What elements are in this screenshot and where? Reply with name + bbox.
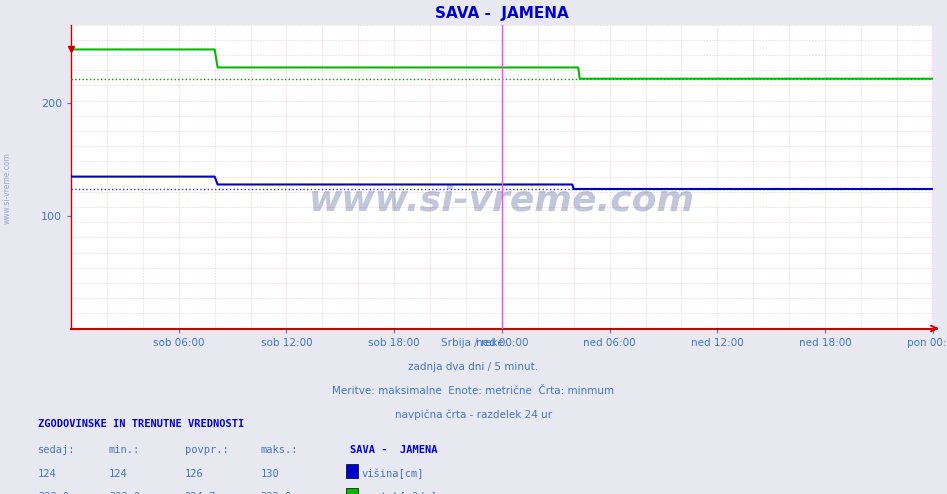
- Text: www.si-vreme.com: www.si-vreme.com: [309, 184, 695, 218]
- Text: 222.0: 222.0: [38, 493, 69, 494]
- Text: sedaj:: sedaj:: [38, 445, 76, 455]
- Text: 124: 124: [109, 469, 128, 479]
- Text: povpr.:: povpr.:: [185, 445, 228, 455]
- Text: 126: 126: [185, 469, 204, 479]
- Title: SAVA -  JAMENA: SAVA - JAMENA: [435, 6, 569, 21]
- Text: ZGODOVINSKE IN TRENUTNE VREDNOSTI: ZGODOVINSKE IN TRENUTNE VREDNOSTI: [38, 419, 244, 429]
- Text: min.:: min.:: [109, 445, 140, 455]
- Text: 224.7: 224.7: [185, 493, 216, 494]
- Text: pretok[m3/s]: pretok[m3/s]: [362, 493, 437, 494]
- Text: Srbija / reke.: Srbija / reke.: [440, 338, 507, 348]
- Text: 130: 130: [260, 469, 279, 479]
- Text: navpična črta - razdelek 24 ur: navpična črta - razdelek 24 ur: [395, 410, 552, 420]
- Text: SAVA -  JAMENA: SAVA - JAMENA: [350, 445, 438, 455]
- Text: www.si-vreme.com: www.si-vreme.com: [3, 152, 12, 224]
- Text: višina[cm]: višina[cm]: [362, 468, 424, 479]
- Text: zadnja dva dni / 5 minut.: zadnja dva dni / 5 minut.: [408, 362, 539, 372]
- Text: 222.0: 222.0: [109, 493, 140, 494]
- Text: Meritve: maksimalne  Enote: metrične  Črta: minmum: Meritve: maksimalne Enote: metrične Črta…: [332, 386, 615, 396]
- Text: 124: 124: [38, 469, 57, 479]
- Text: 232.0: 232.0: [260, 493, 292, 494]
- Text: maks.:: maks.:: [260, 445, 298, 455]
